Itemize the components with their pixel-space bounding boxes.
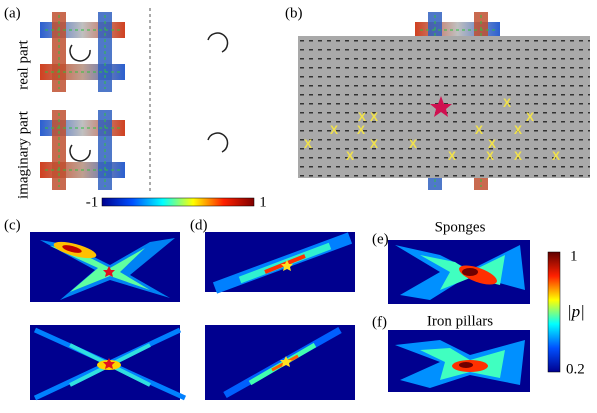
obstacle-marker: X [346, 149, 354, 163]
obstacle-marker: X [370, 110, 378, 124]
panel-label: (b) [285, 5, 303, 21]
obstacle-marker: X [448, 149, 456, 163]
colorbar-tick: 1 [259, 194, 267, 210]
obstacle-marker: X [304, 137, 312, 151]
source-star [430, 96, 452, 117]
obstacle-marker: X [488, 137, 496, 151]
obstacle-marker: X [552, 149, 560, 163]
panel-label: (e) [372, 231, 389, 247]
panel-label: (d) [190, 217, 208, 233]
obstacle-marker: X [514, 149, 522, 163]
panel-label: (c) [4, 217, 21, 233]
obstacle-marker: X [330, 123, 338, 137]
obstacle-marker: X [370, 137, 378, 151]
obstacle-marker: X [503, 96, 511, 110]
obstacle-marker: X [526, 110, 534, 124]
obstacle-marker: X [358, 110, 366, 124]
obstacle-marker: X [409, 137, 417, 151]
colorbar-tick: 1 [570, 248, 578, 264]
row-label: imaginary part [15, 110, 31, 199]
panel-label: (f) [372, 314, 387, 330]
panel-title: Iron pillars [427, 313, 493, 329]
panel-title: Sponges [435, 219, 486, 235]
colorbar-label: |p| [567, 302, 585, 321]
colorbar-tick: 0.2 [566, 361, 585, 377]
colorbar-tick: -1 [86, 194, 99, 210]
obstacle-marker: X [514, 123, 522, 137]
obstacle-marker: X [486, 149, 494, 163]
obstacle-marker: X [475, 123, 483, 137]
obstacle-marker: X [357, 123, 365, 137]
panel-label: (a) [4, 5, 21, 21]
row-label: real part [15, 39, 31, 89]
